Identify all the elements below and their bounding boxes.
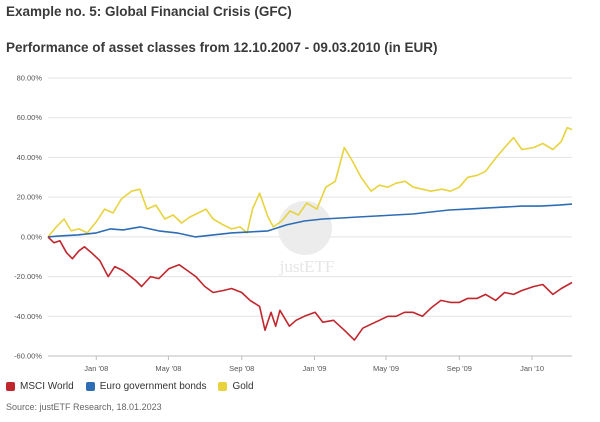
y-tick-label: 0.00% bbox=[21, 232, 43, 241]
series-line-euro-government-bonds[interactable] bbox=[47, 203, 573, 238]
legend-item-euro-government-bonds[interactable]: Euro government bonds bbox=[85, 381, 207, 392]
source-note: Source: justETF Research, 18.01.2023 bbox=[6, 402, 162, 412]
watermark-logo: justETF bbox=[278, 201, 334, 276]
x-tick-label: Jan '08 bbox=[84, 364, 108, 373]
y-tick-label: 20.00% bbox=[17, 193, 43, 202]
y-axis: -60.00% -40.00% -20.00% 0.00% 20.00% 40.00% 60… bbox=[14, 74, 42, 361]
series-lines bbox=[47, 126, 573, 341]
legend-swatch bbox=[218, 382, 228, 391]
legend-swatch bbox=[85, 382, 95, 391]
watermark-text: justETF bbox=[279, 257, 335, 276]
y-tick-label: 80.00% bbox=[17, 74, 43, 83]
x-tick-label: Jan '09 bbox=[302, 364, 326, 373]
x-tick-label: May '09 bbox=[373, 364, 399, 373]
gridlines bbox=[48, 77, 572, 357]
series-line-gold[interactable] bbox=[47, 126, 573, 238]
x-tick-label: Jan '10 bbox=[520, 364, 544, 373]
y-tick-label: -40.00% bbox=[14, 312, 42, 321]
legend: MSCI World Euro government bonds Gold bbox=[6, 381, 266, 392]
y-tick-label: -60.00% bbox=[14, 352, 42, 361]
x-tick-label: May '08 bbox=[155, 364, 181, 373]
x-tick-label: Sep '09 bbox=[447, 364, 472, 373]
legend-label: Euro government bonds bbox=[99, 381, 207, 392]
chart-title: Performance of asset classes from 12.10.… bbox=[6, 40, 438, 55]
legend-label: MSCI World bbox=[20, 381, 74, 392]
x-axis: Jan '08 May '08 Sep '08 Jan '09 May '09 Sep '… bbox=[48, 355, 572, 373]
legend-swatch bbox=[6, 382, 15, 391]
legend-item-gold[interactable]: Gold bbox=[218, 381, 254, 392]
chart-heading: Example no. 5: Global Financial Crisis (… bbox=[6, 4, 292, 19]
y-tick-label: 40.00% bbox=[17, 153, 43, 162]
line-chart: justETF -60.00% -40.00% -20.00% 0.00% 20.00%… bbox=[14, 74, 573, 373]
legend-label: Gold bbox=[232, 381, 254, 392]
legend-item-msci-world[interactable]: MSCI World bbox=[6, 381, 74, 392]
x-tick-label: Sep '08 bbox=[229, 364, 254, 373]
y-tick-label: 60.00% bbox=[17, 113, 43, 122]
series-line-msci-world[interactable] bbox=[47, 236, 573, 341]
y-tick-label: -20.00% bbox=[14, 272, 42, 281]
